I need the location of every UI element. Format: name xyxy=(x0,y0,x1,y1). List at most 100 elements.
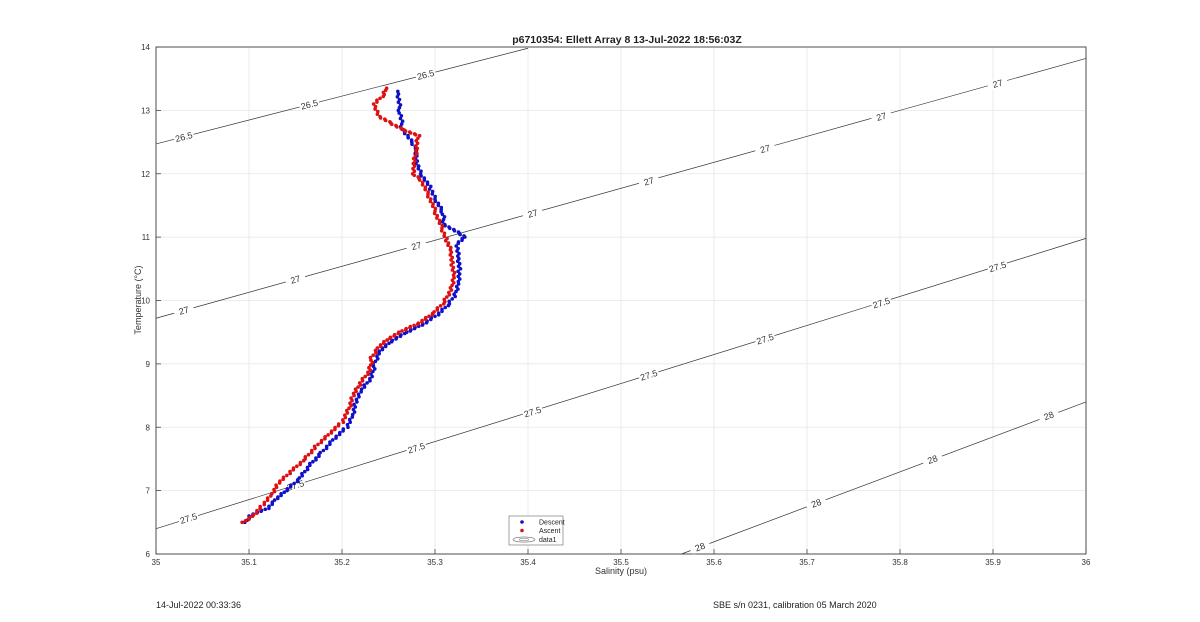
contour-label-27: 27 xyxy=(289,273,301,285)
data-point-descent xyxy=(442,215,447,219)
data-point-descent xyxy=(456,246,460,251)
data-point-descent xyxy=(324,444,329,449)
data-point-ascent xyxy=(348,401,352,406)
data-point-descent xyxy=(314,456,318,460)
data-point-descent xyxy=(396,92,401,96)
data-point-descent xyxy=(396,100,401,104)
data-point-ascent xyxy=(262,500,267,505)
legend-box xyxy=(508,515,564,546)
data-point-ascent xyxy=(420,180,425,185)
data-point-descent xyxy=(311,459,315,464)
x-tick-label: 35 xyxy=(152,558,161,567)
x-tick-label: 35.3 xyxy=(427,558,443,567)
y-tick-label: 14 xyxy=(141,43,150,52)
contour-label-26.5: 26.5 xyxy=(300,98,319,112)
contour-label-gap xyxy=(754,331,777,347)
data-point-ascent xyxy=(382,339,386,344)
data-point-descent xyxy=(377,349,382,354)
data-point-ascent xyxy=(445,236,449,241)
data-point-ascent xyxy=(368,355,373,360)
data-point-ascent xyxy=(306,452,311,457)
data-point-descent xyxy=(398,116,403,121)
chart-title: p6710354: Ellett Array 8 13-Jul-2022 18:… xyxy=(512,34,742,46)
plot-area: 26.5 26.5 26.5 27 27 27 27 27 27 27 27 27.5 27.5 27.5… xyxy=(141,43,1091,567)
data-point-descent xyxy=(365,381,369,385)
data-point-ascent xyxy=(281,475,286,480)
data-point-ascent xyxy=(378,96,382,101)
data-point-ascent xyxy=(295,464,299,469)
data-point-descent xyxy=(452,227,456,232)
legend-marker-data1 xyxy=(512,536,536,543)
data-point-descent xyxy=(297,476,302,480)
data-point-ascent xyxy=(423,185,428,189)
y-tick-label: 6 xyxy=(146,550,151,559)
contour-label-27: 27 xyxy=(875,111,887,123)
data-point-ascent xyxy=(310,448,314,453)
contour-label-27: 27 xyxy=(410,240,422,252)
x-tick-label: 36 xyxy=(1082,558,1091,567)
data-point-ascent xyxy=(367,365,371,370)
y-tick-label: 8 xyxy=(146,423,151,432)
contour-label-27: 27 xyxy=(759,143,771,155)
data-point-ascent xyxy=(407,130,412,134)
legend-marker-data1-inner xyxy=(518,538,530,541)
data-point-descent xyxy=(292,481,297,486)
data-point-descent xyxy=(289,483,293,488)
data-point-ascent xyxy=(397,330,401,335)
contour-label-27: 27 xyxy=(526,208,538,220)
data-point-descent xyxy=(285,487,290,491)
data-point-ascent xyxy=(329,429,334,434)
data-point-ascent xyxy=(446,241,451,245)
data-point-descent xyxy=(430,189,435,194)
data-point-ascent xyxy=(437,218,442,223)
contour-label-gap xyxy=(805,495,828,512)
data-point-ascent xyxy=(447,290,451,295)
data-point-descent xyxy=(276,495,280,499)
y-axis-label: Temperature (°C) xyxy=(133,265,143,334)
data-point-ascent xyxy=(451,265,456,270)
x-tick-label: 35.2 xyxy=(334,558,350,567)
data-point-descent xyxy=(282,490,287,495)
data-point-ascent xyxy=(291,466,296,470)
data-point-ascent xyxy=(383,117,387,121)
contour-label-26.5: 26.5 xyxy=(174,130,193,144)
data-point-ascent xyxy=(371,102,376,106)
data-point-ascent xyxy=(378,343,383,347)
contour-label-27.5: 27.5 xyxy=(179,511,199,526)
data-point-ascent xyxy=(394,123,398,128)
data-point-ascent xyxy=(376,109,380,114)
data-point-ascent xyxy=(265,496,270,500)
contour-label-27.5: 27.5 xyxy=(286,478,306,493)
data-point-ascent xyxy=(251,512,256,517)
data-point-ascent xyxy=(366,370,370,375)
contour-label-gap xyxy=(870,109,893,125)
data-point-descent xyxy=(447,299,452,304)
data-point-descent xyxy=(396,89,400,94)
y-tick-label: 7 xyxy=(146,487,151,496)
data-point-descent xyxy=(399,122,404,126)
contour-label-gap xyxy=(298,97,321,113)
data-point-descent xyxy=(443,305,448,310)
data-point-descent xyxy=(447,225,451,229)
data-point-descent xyxy=(440,307,444,312)
data-point-descent xyxy=(456,230,461,234)
data-point-ascent xyxy=(427,314,431,319)
data-point-descent xyxy=(377,351,382,356)
data-point-descent xyxy=(334,434,339,439)
x-tick-label: 35.4 xyxy=(520,558,536,567)
data-point-descent xyxy=(305,465,310,470)
data-point-descent xyxy=(387,341,391,346)
data-point-descent xyxy=(433,194,438,199)
data-point-ascent xyxy=(243,519,248,523)
data-point-descent xyxy=(328,440,332,444)
data-point-ascent xyxy=(326,433,330,437)
contour-label-28: 28 xyxy=(810,497,823,510)
y-tick-label: 9 xyxy=(146,360,151,369)
data-point-ascent xyxy=(384,86,389,90)
data-point-descent xyxy=(457,272,462,276)
legend-marker-descent xyxy=(520,520,524,524)
data-point-ascent xyxy=(442,234,447,238)
data-point-ascent xyxy=(373,104,378,109)
data-point-descent xyxy=(433,314,437,319)
